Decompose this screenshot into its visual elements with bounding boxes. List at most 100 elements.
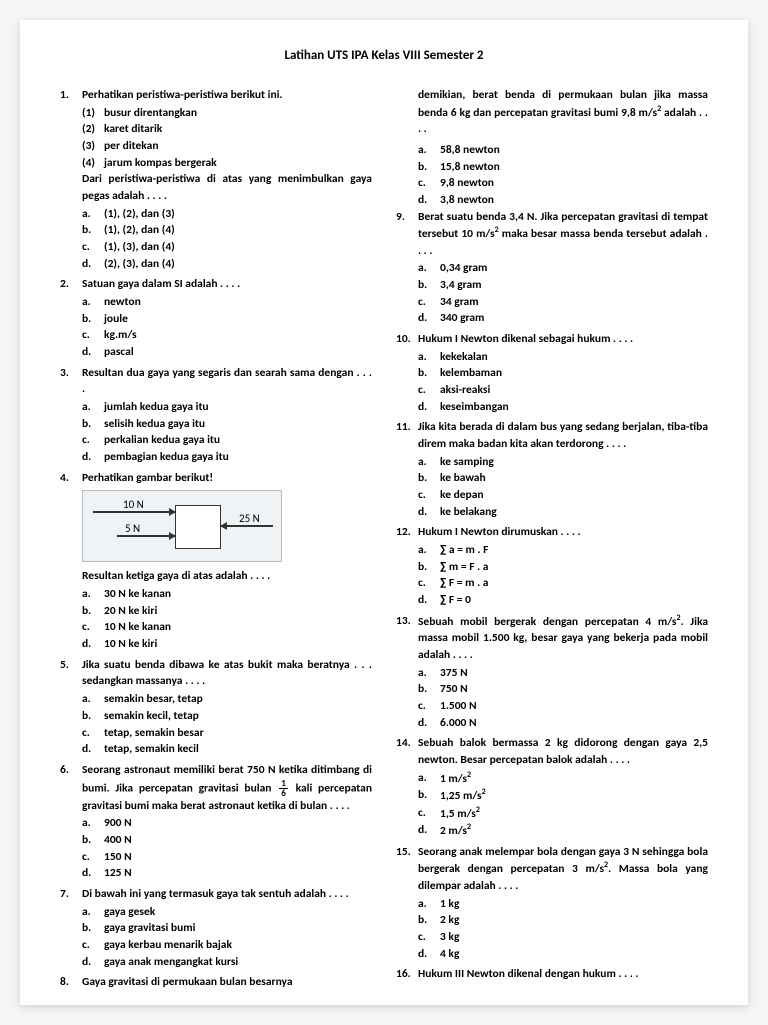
option-label: c. xyxy=(418,575,440,592)
question-number: 9. xyxy=(396,209,418,328)
option-text: 1,25 m/s2 xyxy=(440,787,486,805)
question-item: 7.Di bawah ini yang termasuk gaya tak se… xyxy=(60,886,372,970)
option-text: (1), (3), dan (4) xyxy=(104,239,175,256)
option-text: kelembaman xyxy=(440,365,502,382)
question-stem: Berat suatu benda 3,4 N. Jika percepatan… xyxy=(418,209,708,260)
answer-option: c.10 N ke kanan xyxy=(82,619,372,636)
option-text: 58,8 newton xyxy=(440,142,500,159)
answer-option: d.3,8 newton xyxy=(418,192,708,209)
answer-option: a.∑ a = m . F xyxy=(418,542,708,559)
option-label: c. xyxy=(82,619,104,636)
option-label: c. xyxy=(82,432,104,449)
force-diagram: 10 N 5 N 25 N xyxy=(82,490,282,562)
question-item: 1.Perhatikan peristiwa-peristiwa berikut… xyxy=(60,87,372,272)
sub-item: (1)busur direntangkan xyxy=(82,105,372,122)
answer-option: c.∑ F = m . a xyxy=(418,575,708,592)
question-stem: Sebuah mobil bergerak dengan percepatan … xyxy=(418,613,708,664)
option-label: b. xyxy=(82,832,104,849)
option-label: b. xyxy=(82,311,104,328)
option-text: 3 kg xyxy=(440,929,459,946)
option-text: pembagian kedua gaya itu xyxy=(104,449,229,466)
question-item: 16.Hukum III Newton dikenal dengan hukum… xyxy=(396,966,708,983)
option-label: a. xyxy=(418,349,440,366)
answer-option: c.3 kg xyxy=(418,929,708,946)
question-stem: Jika suatu benda dibawa ke atas bukit ma… xyxy=(82,657,372,690)
option-label: b. xyxy=(82,603,104,620)
answer-options: a.newtonb.joulec.kg.m/sd.pascal xyxy=(82,294,372,361)
option-text: semakin besar, tetap xyxy=(104,691,203,708)
answer-options: a.jumlah kedua gaya itub.selisih kedua g… xyxy=(82,399,372,466)
option-label: b. xyxy=(82,708,104,725)
label-5n: 5 N xyxy=(125,521,140,537)
option-label: b. xyxy=(418,277,440,294)
answer-option: c.150 N xyxy=(82,849,372,866)
answer-option: d.340 gram xyxy=(418,310,708,327)
answer-option: d.(2), (3), dan (4) xyxy=(82,256,372,273)
answer-options: a.kekekalanb.kelembamanc.aksi-reaksid.ke… xyxy=(418,349,708,416)
answer-option: a.kekekalan xyxy=(418,349,708,366)
option-label: c. xyxy=(418,805,440,823)
question-list: 1.Perhatikan peristiwa-peristiwa berikut… xyxy=(60,87,372,991)
question-list: 9.Berat suatu benda 3,4 N. Jika percepat… xyxy=(396,209,708,983)
option-label: d. xyxy=(418,822,440,840)
option-label: b. xyxy=(418,559,440,576)
column-left: 1.Perhatikan peristiwa-peristiwa berikut… xyxy=(60,87,372,995)
option-label: c. xyxy=(418,487,440,504)
diagram-box xyxy=(175,505,221,549)
option-label: c. xyxy=(418,698,440,715)
question-number: 7. xyxy=(60,886,82,970)
option-label: a. xyxy=(82,815,104,832)
option-text: kekekalan xyxy=(440,349,488,366)
answer-option: b.2 kg xyxy=(418,912,708,929)
answer-option: b.ke bawah xyxy=(418,470,708,487)
question-stem: Hukum I Newton dirumuskan . . . . xyxy=(418,524,708,541)
option-text: 375 N xyxy=(440,665,468,682)
question-item: 3.Resultan dua gaya yang segaris dan sea… xyxy=(60,365,372,466)
option-label: d. xyxy=(418,946,440,963)
question-stem: Hukum I Newton dikenal sebagai hukum . .… xyxy=(418,331,708,348)
option-text: 340 gram xyxy=(440,310,484,327)
option-label: d. xyxy=(418,715,440,732)
question-number: 11. xyxy=(396,419,418,520)
answer-option: d.∑ F = 0 xyxy=(418,592,708,609)
option-text: 30 N ke kanan xyxy=(104,586,171,603)
option-label: b. xyxy=(418,787,440,805)
question-stem: Di bawah ini yang termasuk gaya tak sent… xyxy=(82,886,372,903)
question-item: 2.Satuan gaya dalam SI adalah . . . .a.n… xyxy=(60,276,372,360)
question-number: 13. xyxy=(396,613,418,732)
option-text: keseimbangan xyxy=(440,399,509,416)
question-number: 4. xyxy=(60,470,82,653)
answer-option: b.∑ m = F . a xyxy=(418,559,708,576)
question-item: 14.Sebuah balok bermassa 2 kg didorong d… xyxy=(396,735,708,839)
answer-option: c.(1), (3), dan (4) xyxy=(82,239,372,256)
question-stem: Perhatikan peristiwa-peristiwa berikut i… xyxy=(82,87,372,104)
option-label: b. xyxy=(418,681,440,698)
option-label: b. xyxy=(418,470,440,487)
continuation-options: a.58,8 newtonb.15,8 newtonc.9,8 newtond.… xyxy=(396,142,708,209)
option-text: 4 kg xyxy=(440,946,459,963)
option-text: ∑ a = m . F xyxy=(440,542,488,559)
columns: 1.Perhatikan peristiwa-peristiwa berikut… xyxy=(60,87,708,995)
question-item: 15.Seorang anak melempar bola dengan gay… xyxy=(396,844,708,963)
option-text: 34 gram xyxy=(440,294,479,311)
answer-option: d.ke belakang xyxy=(418,504,708,521)
question-number: 3. xyxy=(60,365,82,466)
option-text: 3,4 gram xyxy=(440,277,482,294)
document-page: Latihan UTS IPA Kelas VIII Semester 2 1.… xyxy=(20,20,748,1005)
column-right: demikian, berat benda di permukaan bulan… xyxy=(396,87,708,995)
option-label: a. xyxy=(82,691,104,708)
question-number: 12. xyxy=(396,524,418,608)
option-label: a. xyxy=(418,896,440,913)
answer-option: a.newton xyxy=(82,294,372,311)
answer-option: b.(1), (2), dan (4) xyxy=(82,222,372,239)
option-text: jumlah kedua gaya itu xyxy=(104,399,209,416)
answer-option: a.gaya gesek xyxy=(82,904,372,921)
option-label: a. xyxy=(418,770,440,788)
answer-options: a.375 Nb.750 Nc.1.500 Nd.6.000 N xyxy=(418,665,708,732)
option-label: a. xyxy=(82,294,104,311)
option-text: aksi-reaksi xyxy=(440,382,490,399)
answer-option: a.semakin besar, tetap xyxy=(82,691,372,708)
option-text: (1), (2), dan (4) xyxy=(104,222,175,239)
answer-option: b.selisih kedua gaya itu xyxy=(82,416,372,433)
option-label: a. xyxy=(82,206,104,223)
